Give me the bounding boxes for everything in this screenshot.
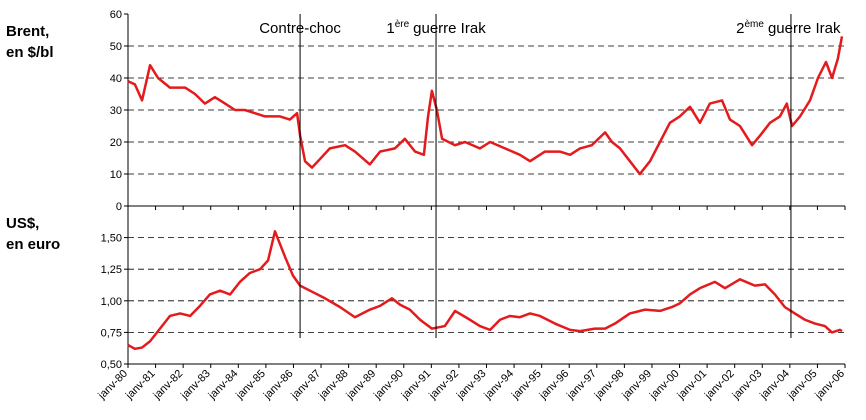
x-tick-label: janv-95 — [509, 368, 544, 403]
event-label-sup: ère — [395, 19, 410, 30]
y-axis-label: Brent, — [6, 23, 49, 40]
event-label-sup: ème — [745, 19, 765, 30]
y-tick-label: 60 — [110, 9, 122, 21]
x-tick-label: janv-88 — [316, 368, 351, 403]
y-axis-label: US$, — [6, 215, 39, 232]
y-tick-label: 1,00 — [101, 296, 122, 308]
x-tick-label: janv-05 — [785, 368, 820, 403]
x-tick-label: janv-03 — [730, 368, 765, 403]
x-tick-label: janv-91 — [399, 368, 434, 403]
x-tick-label: janv-92 — [426, 368, 461, 403]
x-tick-label: janv-83 — [178, 368, 213, 403]
y-tick-label: 40 — [110, 73, 122, 85]
x-tick-label: janv-84 — [206, 368, 241, 403]
y-tick-label: 1,50 — [101, 233, 122, 245]
x-tick-label: janv-89 — [344, 368, 379, 403]
y-axis-label: en euro — [6, 236, 60, 253]
y-tick-label: 1,25 — [101, 264, 122, 276]
x-tick-label: janv-81 — [123, 368, 158, 403]
x-tick-label: janv-80 — [95, 368, 130, 403]
x-tick-label: janv-90 — [371, 368, 406, 403]
x-tick-label: janv-99 — [619, 368, 654, 403]
event-label: Contre-choc — [259, 20, 341, 37]
series-line — [127, 36, 844, 176]
series-line — [127, 230, 843, 351]
x-tick-label: janv-04 — [757, 368, 792, 403]
x-tick-label: janv-93 — [454, 368, 489, 403]
event-label-text: 1 — [386, 20, 394, 37]
x-tick-label: janv-98 — [592, 368, 627, 403]
y-tick-label: 20 — [110, 137, 122, 149]
event-label-text: Contre-choc — [259, 20, 341, 37]
y-tick-label: 0,75 — [101, 327, 122, 339]
y-tick-label: 50 — [110, 41, 122, 53]
x-tick-label: janv-87 — [288, 368, 323, 403]
y-tick-label: 0 — [116, 201, 122, 213]
event-label-rest: guerre Irak — [413, 20, 486, 37]
y-axis-label: en $/bl — [6, 44, 54, 61]
event-label-text: 2 — [736, 20, 744, 37]
x-tick-label: janv-96 — [537, 368, 572, 403]
x-tick-label: janv-06 — [812, 368, 847, 403]
event-label: 2ème guerre Irak — [736, 19, 841, 37]
x-tick-label: janv-82 — [151, 368, 186, 403]
y-tick-label: 10 — [110, 169, 122, 181]
x-tick-label: janv-01 — [675, 368, 710, 403]
x-tick-label: janv-00 — [647, 368, 682, 403]
x-tick-label: janv-86 — [261, 368, 296, 403]
x-tick-label: janv-94 — [481, 368, 516, 403]
y-tick-label: 30 — [110, 105, 122, 117]
y-tick-label: 0,50 — [101, 359, 122, 371]
event-label-rest: guerre Irak — [768, 20, 841, 37]
event-label: 1ère guerre Irak — [386, 19, 486, 37]
x-tick-label: janv-97 — [564, 368, 599, 403]
x-tick-label: janv-85 — [233, 368, 268, 403]
x-tick-label: janv-02 — [702, 368, 737, 403]
